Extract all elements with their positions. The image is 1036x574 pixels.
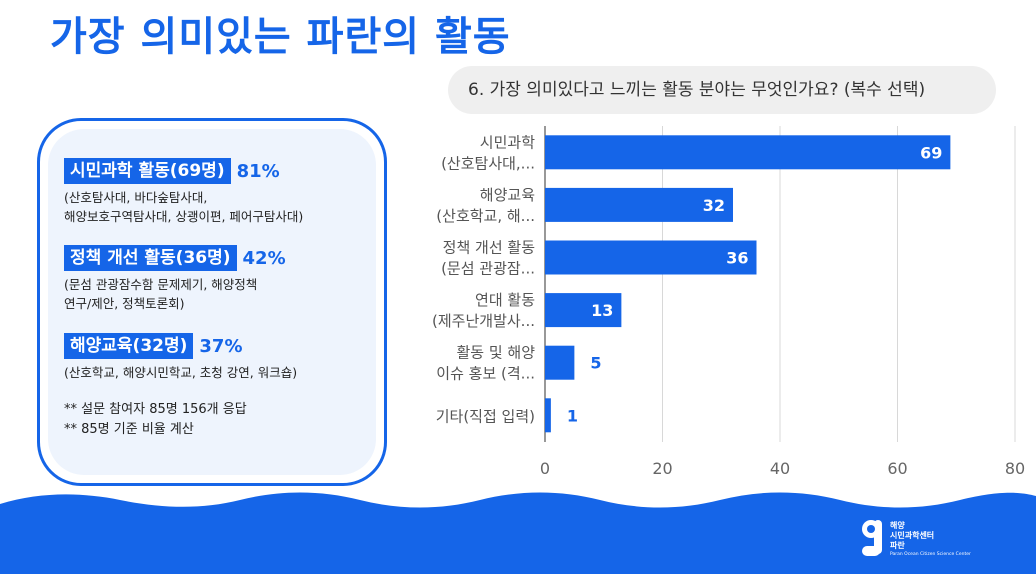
bar (545, 135, 951, 170)
bar-value-label: 1 (567, 406, 578, 425)
category-label: 정책 개선 활동 (443, 239, 536, 257)
wave-footer (0, 492, 1036, 574)
summary-item-detail: 연구/제안, 정책토론회) (64, 296, 185, 311)
bar-value-label: 5 (590, 354, 601, 373)
summary-item-label: 정책 개선 활동(36명) (64, 245, 237, 271)
summary-item-detail: (문섬 관광잠수함 문제제기, 해양정책 (64, 277, 258, 292)
category-label: 시민과학 (480, 133, 535, 151)
note-text: ** 85명 기준 비율 계산 (64, 422, 194, 437)
bar (545, 398, 551, 433)
org-logo: 해양 시민과학센터 파란 Paran Ocean Citizen Science… (860, 518, 971, 560)
category-label: (산호탐사대,... (441, 154, 535, 172)
x-tick-label: 80 (1005, 459, 1025, 478)
bar (545, 293, 622, 328)
logo-text-line: 파란 (890, 540, 905, 550)
paran-logo-icon (862, 520, 882, 556)
summary-item-percent: 81% (236, 160, 280, 182)
logo-text-line: 해양 (890, 520, 905, 530)
summary-item-detail: (산호학교, 해양시민학교, 초청 강연, 워크숍) (64, 365, 298, 380)
category-label: 해양교육 (480, 186, 535, 204)
logo-text-en: Paran Ocean Citizen Science Center (890, 551, 971, 557)
category-label: (산호학교, 해... (436, 207, 535, 225)
summary-item-percent: 37% (199, 335, 243, 357)
bar-value-label: 32 (703, 196, 725, 215)
category-label: 기타(직접 입력) (436, 407, 535, 425)
summary-item-detail: 해양보호구역탐사대, 상괭이편, 페어구탐사대) (64, 209, 304, 224)
summary-card (37, 118, 387, 486)
bar (545, 240, 757, 275)
summary-item-percent: 42% (242, 247, 286, 269)
summary-item-label: 해양교육(32명) (64, 333, 194, 359)
category-label: (문섬 관광잠... (441, 260, 535, 278)
category-label: 활동 및 해양 (456, 344, 535, 362)
category-label: (제주난개발사... (432, 312, 535, 330)
summary-item-policy: 정책 개선 활동(36명) 42% (문섬 관광잠수함 문제제기, 해양정책 연… (64, 245, 286, 313)
bar (545, 345, 575, 380)
bar-value-label: 69 (920, 143, 942, 162)
summary-item-citizen-science: 시민과학 활동(69명) 81% (산호탐사대, 바다숲탐사대, 해양보호구역탐… (64, 158, 303, 226)
x-tick-label: 40 (770, 459, 790, 478)
summary-item-detail: (산호탐사대, 바다숲탐사대, (64, 190, 208, 205)
summary-item-education: 해양교육(32명) 37% (산호학교, 해양시민학교, 초청 강연, 워크숍) (64, 333, 297, 382)
logo-text-line: 시민과학센터 (890, 530, 935, 540)
category-label: 이슈 홍보 (격... (436, 365, 535, 383)
x-tick-label: 20 (652, 459, 672, 478)
survey-notes: ** 설문 참여자 85명 156개 응답 ** 85명 기준 비율 계산 (64, 400, 247, 440)
page-title: 가장 의미있는 파란의 활동 (50, 14, 511, 60)
bar-value-label: 13 (591, 301, 613, 320)
note-text: ** 설문 참여자 85명 156개 응답 (64, 402, 247, 417)
survey-question: 6. 가장 의미있다고 느끼는 활동 분야는 무엇인가요? (복수 선택) (448, 66, 996, 114)
bar-chart: 0 20 40 60 80 69 시민과학 (산호탐사대,... 32 해양교육 (산호학교, 해.… (432, 126, 1025, 478)
x-tick-label: 60 (887, 459, 907, 478)
bar-value-label: 36 (726, 249, 748, 268)
summary-card-inner (48, 129, 376, 475)
bar (545, 187, 733, 222)
x-tick-label: 0 (540, 459, 550, 478)
category-label: 연대 활동 (475, 291, 535, 309)
summary-item-label: 시민과학 활동(69명) (64, 158, 231, 184)
